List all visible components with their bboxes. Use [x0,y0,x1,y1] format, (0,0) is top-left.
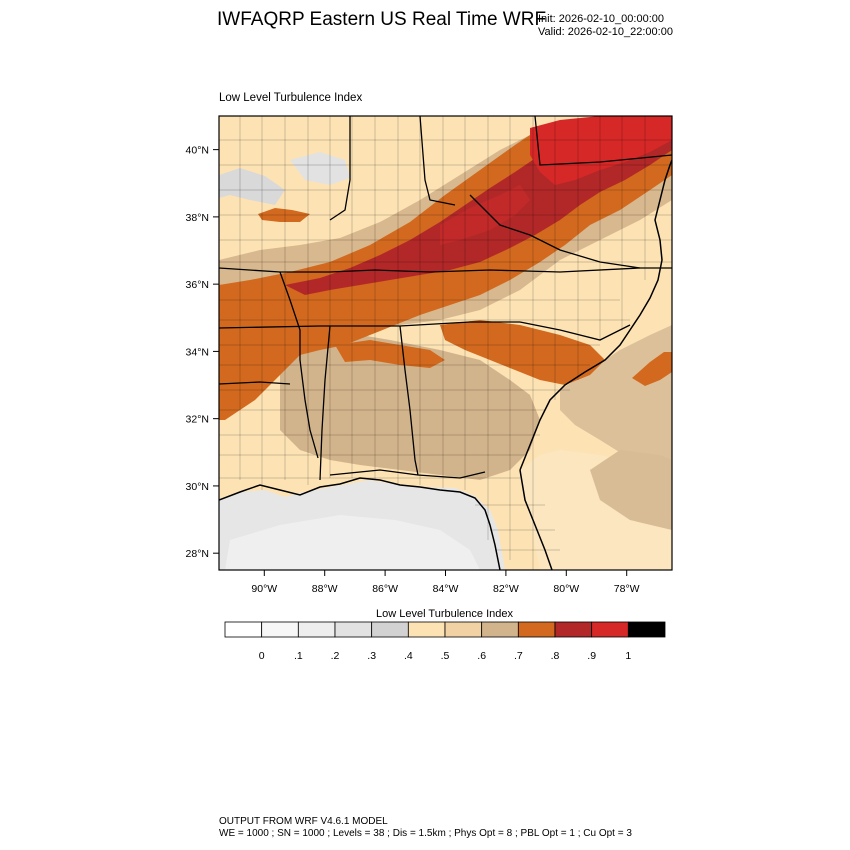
colorbar-label: .9 [587,650,596,662]
colorbar-title: Low Level Turbulence Index [376,608,513,620]
field-red-core [530,116,672,185]
map-borders [219,116,672,570]
lon-tick-label: 80°W [553,583,579,595]
field-atlantic-tan [560,325,672,470]
colorbar-swatch [517,621,556,638]
field-se-orange2 [335,340,445,368]
colorbar-swatch [627,621,666,638]
colorbar-label: .5 [441,650,450,662]
footer-line-2: WE = 1000 ; SN = 1000 ; Levels = 38 ; Di… [219,828,632,839]
lat-tick-label: 36°N [186,279,209,291]
colorbar-swatch [334,621,373,638]
footer-line-1: OUTPUT FROM WRF V4.6.1 MODEL [219,816,388,827]
field-nw-gray [219,168,285,205]
lat-tick-label: 28°N [186,548,209,560]
colorbar-swatch [554,621,593,638]
county-lines [219,116,672,570]
colorbar-label: .8 [551,650,560,662]
init-time: Init: 2026-02-10_00:00:00 [538,13,664,25]
lon-tick-label: 90°W [251,583,277,595]
lon-axis: 90°W 88°W 86°W 84°W 82°W 80°W 78°W [251,570,640,595]
field-se-orange [440,320,605,385]
colorbar-swatch [481,621,519,638]
field-offshore-orange [632,352,672,386]
lon-tick-label: 86°W [372,583,398,595]
lon-tick-label: 84°W [433,583,459,595]
colorbar-swatch [261,621,299,638]
field-atlantic-tan2 [590,450,672,530]
state-borders [219,116,672,481]
colorbar-swatch [444,621,483,638]
lat-tick-label: 32°N [186,414,209,426]
init-valid-times: Init: 2026-02-10_00:00:00 Valid: 2026-02… [538,13,673,39]
colorbar-label: .7 [514,650,523,662]
model-footer: OUTPUT FROM WRF V4.6.1 MODEL WE = 1000 ;… [219,816,632,840]
colorbar-label: 1 [625,650,631,662]
field-west-orange [219,285,280,395]
map-field [219,116,672,570]
field-gulf-lighter [225,515,480,570]
colorbar-label: .2 [331,650,340,662]
colorbar-swatch [591,621,629,638]
colorbar-swatch [224,621,263,638]
chart-title: IWFAQRP Eastern US Real Time WRF [217,9,547,30]
field-nw-gray2 [290,152,350,185]
lat-axis: 28°N 30°N 32°N 34°N 36°N 38°N 40°N [186,145,219,560]
lat-tick-label: 34°N [186,346,209,358]
colorbar-label: 0 [259,650,265,662]
colorbar-label: .4 [404,650,413,662]
panel-title: Low Level Turbulence Index [219,92,363,104]
coastline [219,159,672,570]
lon-tick-label: 78°W [614,583,640,595]
colorbar-label: .1 [294,650,303,662]
colorbar-label: .3 [367,650,376,662]
colorbar-swatch [297,621,336,638]
lon-tick-label: 82°W [493,583,519,595]
colorbar: 0 .1 .2 .3 .4 .5 .6 .7 .8 .9 1 [224,621,666,662]
lat-tick-label: 40°N [186,145,209,157]
colorbar-label: .6 [477,650,486,662]
colorbar-swatch [407,621,446,638]
valid-time: Valid: 2026-02-10_22:00:00 [538,26,673,38]
colorbar-swatch [371,621,409,638]
lat-tick-label: 30°N [186,481,209,493]
lat-tick-label: 38°N [186,212,209,224]
lon-tick-label: 88°W [312,583,338,595]
